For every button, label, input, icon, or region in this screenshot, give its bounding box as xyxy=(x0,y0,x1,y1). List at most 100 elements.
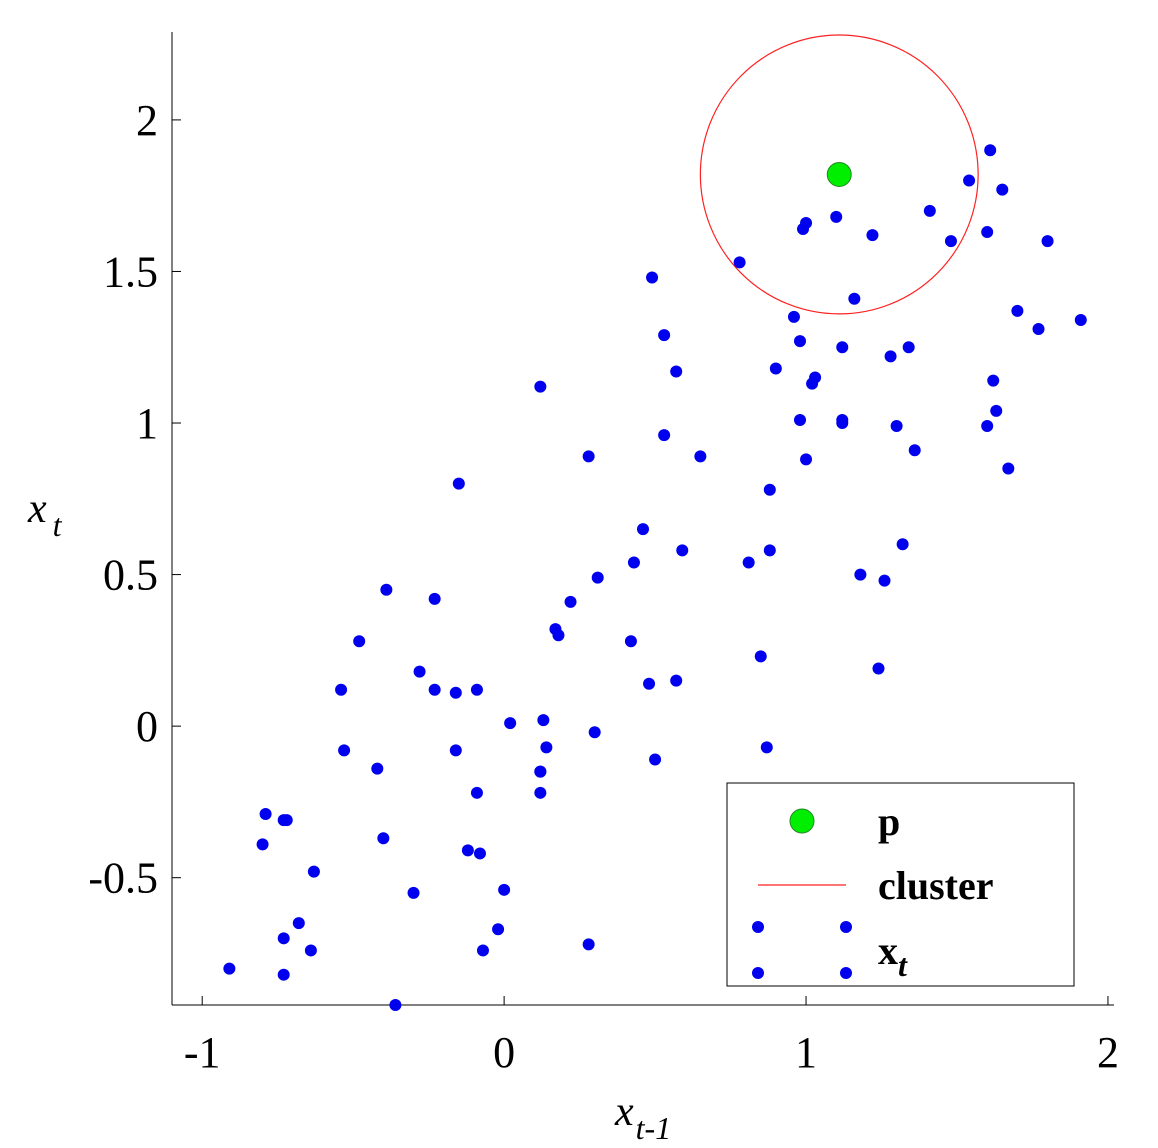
data-point xyxy=(787,310,800,323)
cluster-circle xyxy=(699,34,979,315)
data-point xyxy=(658,329,671,342)
data-point xyxy=(537,714,550,727)
data-point xyxy=(534,380,547,393)
data-point xyxy=(760,741,773,754)
data-point xyxy=(981,226,994,239)
data-point xyxy=(259,808,272,821)
data-point xyxy=(733,256,746,269)
legend-xt-marker xyxy=(752,967,764,979)
data-point xyxy=(377,832,390,845)
data-point xyxy=(540,741,553,754)
data-point xyxy=(452,477,465,490)
legend-label: p xyxy=(878,799,900,844)
data-point xyxy=(476,944,489,957)
data-point xyxy=(449,744,462,757)
data-point xyxy=(990,404,1003,417)
data-point xyxy=(944,235,957,248)
axes: -1 0 1 2 -0.5 0 0.5 1 1.5 2 xyxy=(88,32,1119,1077)
data-point xyxy=(996,183,1009,196)
data-point xyxy=(564,595,577,608)
data-point xyxy=(335,683,348,696)
data-point xyxy=(280,814,293,827)
data-point xyxy=(353,635,366,648)
axis-labels: xt-1 x t xyxy=(27,486,671,1146)
data-point xyxy=(473,847,486,860)
data-point xyxy=(800,453,813,466)
x-axis-label: xt-1 xyxy=(614,1089,671,1146)
y-tick-label: -0.5 xyxy=(88,854,158,903)
data-point xyxy=(836,417,849,430)
data-point xyxy=(1002,462,1015,475)
p-layer xyxy=(826,161,852,187)
data-point xyxy=(1074,313,1087,326)
data-point xyxy=(371,762,384,775)
data-point xyxy=(830,210,843,223)
data-point xyxy=(658,429,671,442)
legend-p-marker xyxy=(789,808,815,834)
data-point xyxy=(637,523,649,536)
data-points xyxy=(223,144,1087,1011)
data-point xyxy=(428,683,441,696)
legend-xt-marker xyxy=(840,921,852,933)
data-point xyxy=(878,574,891,587)
data-point xyxy=(646,271,659,284)
data-point xyxy=(223,962,236,975)
data-point xyxy=(643,677,656,690)
data-point xyxy=(872,662,885,675)
x-tick-label: -1 xyxy=(184,1028,221,1077)
data-point xyxy=(742,556,755,569)
data-point xyxy=(380,583,393,596)
data-point xyxy=(338,744,351,757)
data-point xyxy=(981,420,994,433)
cluster-layer xyxy=(699,34,979,315)
data-point xyxy=(676,544,689,557)
y-tick-label: 1 xyxy=(136,399,158,448)
y-tick-label: 2 xyxy=(136,96,158,145)
data-point xyxy=(389,999,402,1011)
y-tick-label: 0.5 xyxy=(103,551,158,600)
data-point xyxy=(304,944,317,957)
legend-label: cluster xyxy=(878,863,994,908)
data-point xyxy=(627,556,640,569)
data-point xyxy=(624,635,637,648)
p-point xyxy=(826,161,852,187)
data-point xyxy=(256,838,269,851)
data-point xyxy=(534,786,547,799)
data-point xyxy=(794,413,806,426)
data-point xyxy=(277,932,290,945)
data-point xyxy=(504,717,517,730)
data-point xyxy=(428,592,441,605)
data-point xyxy=(492,923,505,936)
y-tick-label: 1.5 xyxy=(103,247,158,296)
data-point xyxy=(763,544,776,557)
data-point xyxy=(794,335,806,348)
legend-box xyxy=(726,782,1075,987)
legend-xt-marker xyxy=(752,921,764,933)
data-point xyxy=(591,571,604,584)
data-point xyxy=(902,341,915,354)
x-tick-label: 1 xyxy=(795,1028,817,1077)
data-point xyxy=(413,665,426,678)
data-point xyxy=(1032,323,1045,336)
data-point xyxy=(854,568,867,581)
data-point xyxy=(896,538,909,551)
data-point xyxy=(534,765,547,778)
data-point xyxy=(884,350,897,363)
data-point xyxy=(649,753,662,766)
data-point xyxy=(588,726,601,739)
data-point xyxy=(670,365,683,378)
data-point xyxy=(848,292,861,305)
data-point xyxy=(987,374,1000,387)
data-point xyxy=(923,204,936,217)
data-point xyxy=(866,229,879,242)
data-point xyxy=(763,483,776,496)
data-point xyxy=(809,371,822,384)
data-point xyxy=(1011,304,1024,317)
data-point xyxy=(670,674,683,687)
data-point xyxy=(292,917,305,930)
data-point xyxy=(552,629,565,642)
data-point xyxy=(277,968,290,981)
